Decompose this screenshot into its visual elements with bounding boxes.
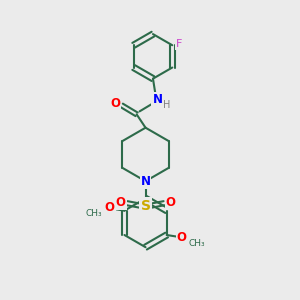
Text: F: F bbox=[176, 39, 182, 49]
Text: O: O bbox=[116, 196, 126, 209]
Text: H: H bbox=[163, 100, 171, 110]
Text: N: N bbox=[140, 175, 151, 188]
Text: N: N bbox=[152, 93, 162, 106]
Text: CH₃: CH₃ bbox=[86, 208, 102, 217]
Text: CH₃: CH₃ bbox=[189, 239, 205, 248]
Text: O: O bbox=[166, 196, 176, 209]
Text: O: O bbox=[110, 98, 120, 110]
Text: O: O bbox=[176, 232, 187, 244]
Text: O: O bbox=[105, 201, 115, 214]
Text: S: S bbox=[140, 199, 151, 213]
